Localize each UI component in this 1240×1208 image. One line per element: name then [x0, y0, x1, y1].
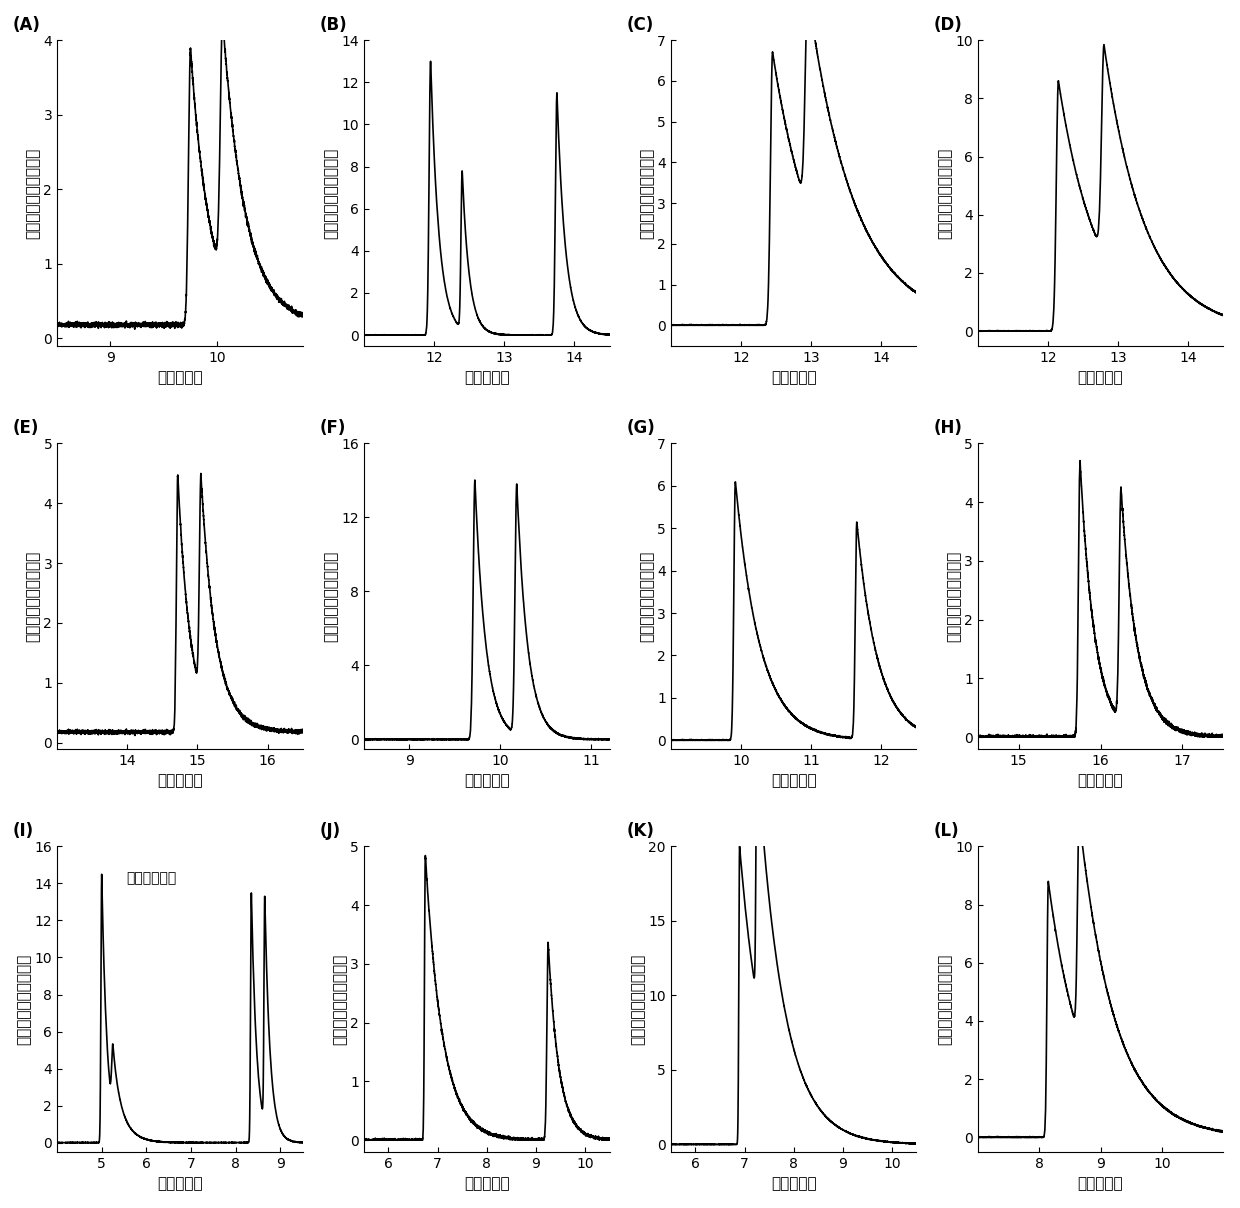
Y-axis label: 检测器响应値（毫伏）: 检测器响应値（毫伏）: [324, 551, 339, 641]
Y-axis label: 检测器响应値（毫伏）: 检测器响应値（毫伏）: [26, 147, 41, 238]
Y-axis label: 检测器响应値（毫伏）: 检测器响应値（毫伏）: [640, 147, 655, 238]
Text: (H): (H): [934, 419, 962, 437]
Y-axis label: 检测器响应値（毫伏）: 检测器响应値（毫伏）: [26, 551, 41, 641]
Y-axis label: 检测器响应値（毫伏）: 检测器响应値（毫伏）: [16, 953, 32, 1045]
Y-axis label: 检测器响应値（毫伏）: 检测器响应値（毫伏）: [324, 147, 339, 238]
Text: (L): (L): [934, 823, 959, 841]
X-axis label: 时间（分）: 时间（分）: [464, 1177, 510, 1191]
Y-axis label: 检测器响应値（毫伏）: 检测器响应値（毫伏）: [937, 147, 952, 238]
X-axis label: 时间（分）: 时间（分）: [157, 370, 202, 385]
X-axis label: 时间（分）: 时间（分）: [157, 1177, 202, 1191]
X-axis label: 时间（分）: 时间（分）: [1078, 1177, 1123, 1191]
Text: (I): (I): [12, 823, 33, 841]
Y-axis label: 检测器响应値（毫伏）: 检测器响应値（毫伏）: [640, 551, 655, 641]
X-axis label: 时间（分）: 时间（分）: [157, 773, 202, 788]
X-axis label: 时间（分）: 时间（分）: [771, 773, 816, 788]
X-axis label: 时间（分）: 时间（分）: [1078, 370, 1123, 385]
Text: (K): (K): [626, 823, 655, 841]
Text: (D): (D): [934, 16, 962, 34]
X-axis label: 时间（分）: 时间（分）: [464, 370, 510, 385]
Text: (E): (E): [12, 419, 40, 437]
Text: (B): (B): [320, 16, 347, 34]
Text: (C): (C): [626, 16, 653, 34]
X-axis label: 时间（分）: 时间（分）: [771, 1177, 816, 1191]
Text: (J): (J): [320, 823, 341, 841]
Text: (G): (G): [626, 419, 655, 437]
Text: (A): (A): [12, 16, 41, 34]
X-axis label: 时间（分）: 时间（分）: [1078, 773, 1123, 788]
X-axis label: 时间（分）: 时间（分）: [771, 370, 816, 385]
Y-axis label: 检测器响应値（毫伏）: 检测器响应値（毫伏）: [946, 551, 961, 641]
Y-axis label: 检测器响应値（毫伏）: 检测器响应値（毫伏）: [332, 953, 347, 1045]
Y-axis label: 检测器响应値（毫伏）: 检测器响应値（毫伏）: [631, 953, 646, 1045]
Text: (F): (F): [320, 419, 346, 437]
Y-axis label: 检测器响应値（毫伏）: 检测器响应値（毫伏）: [937, 953, 952, 1045]
Text: 溶副二氯甲烷: 溶副二氯甲烷: [125, 871, 176, 884]
X-axis label: 时间（分）: 时间（分）: [464, 773, 510, 788]
